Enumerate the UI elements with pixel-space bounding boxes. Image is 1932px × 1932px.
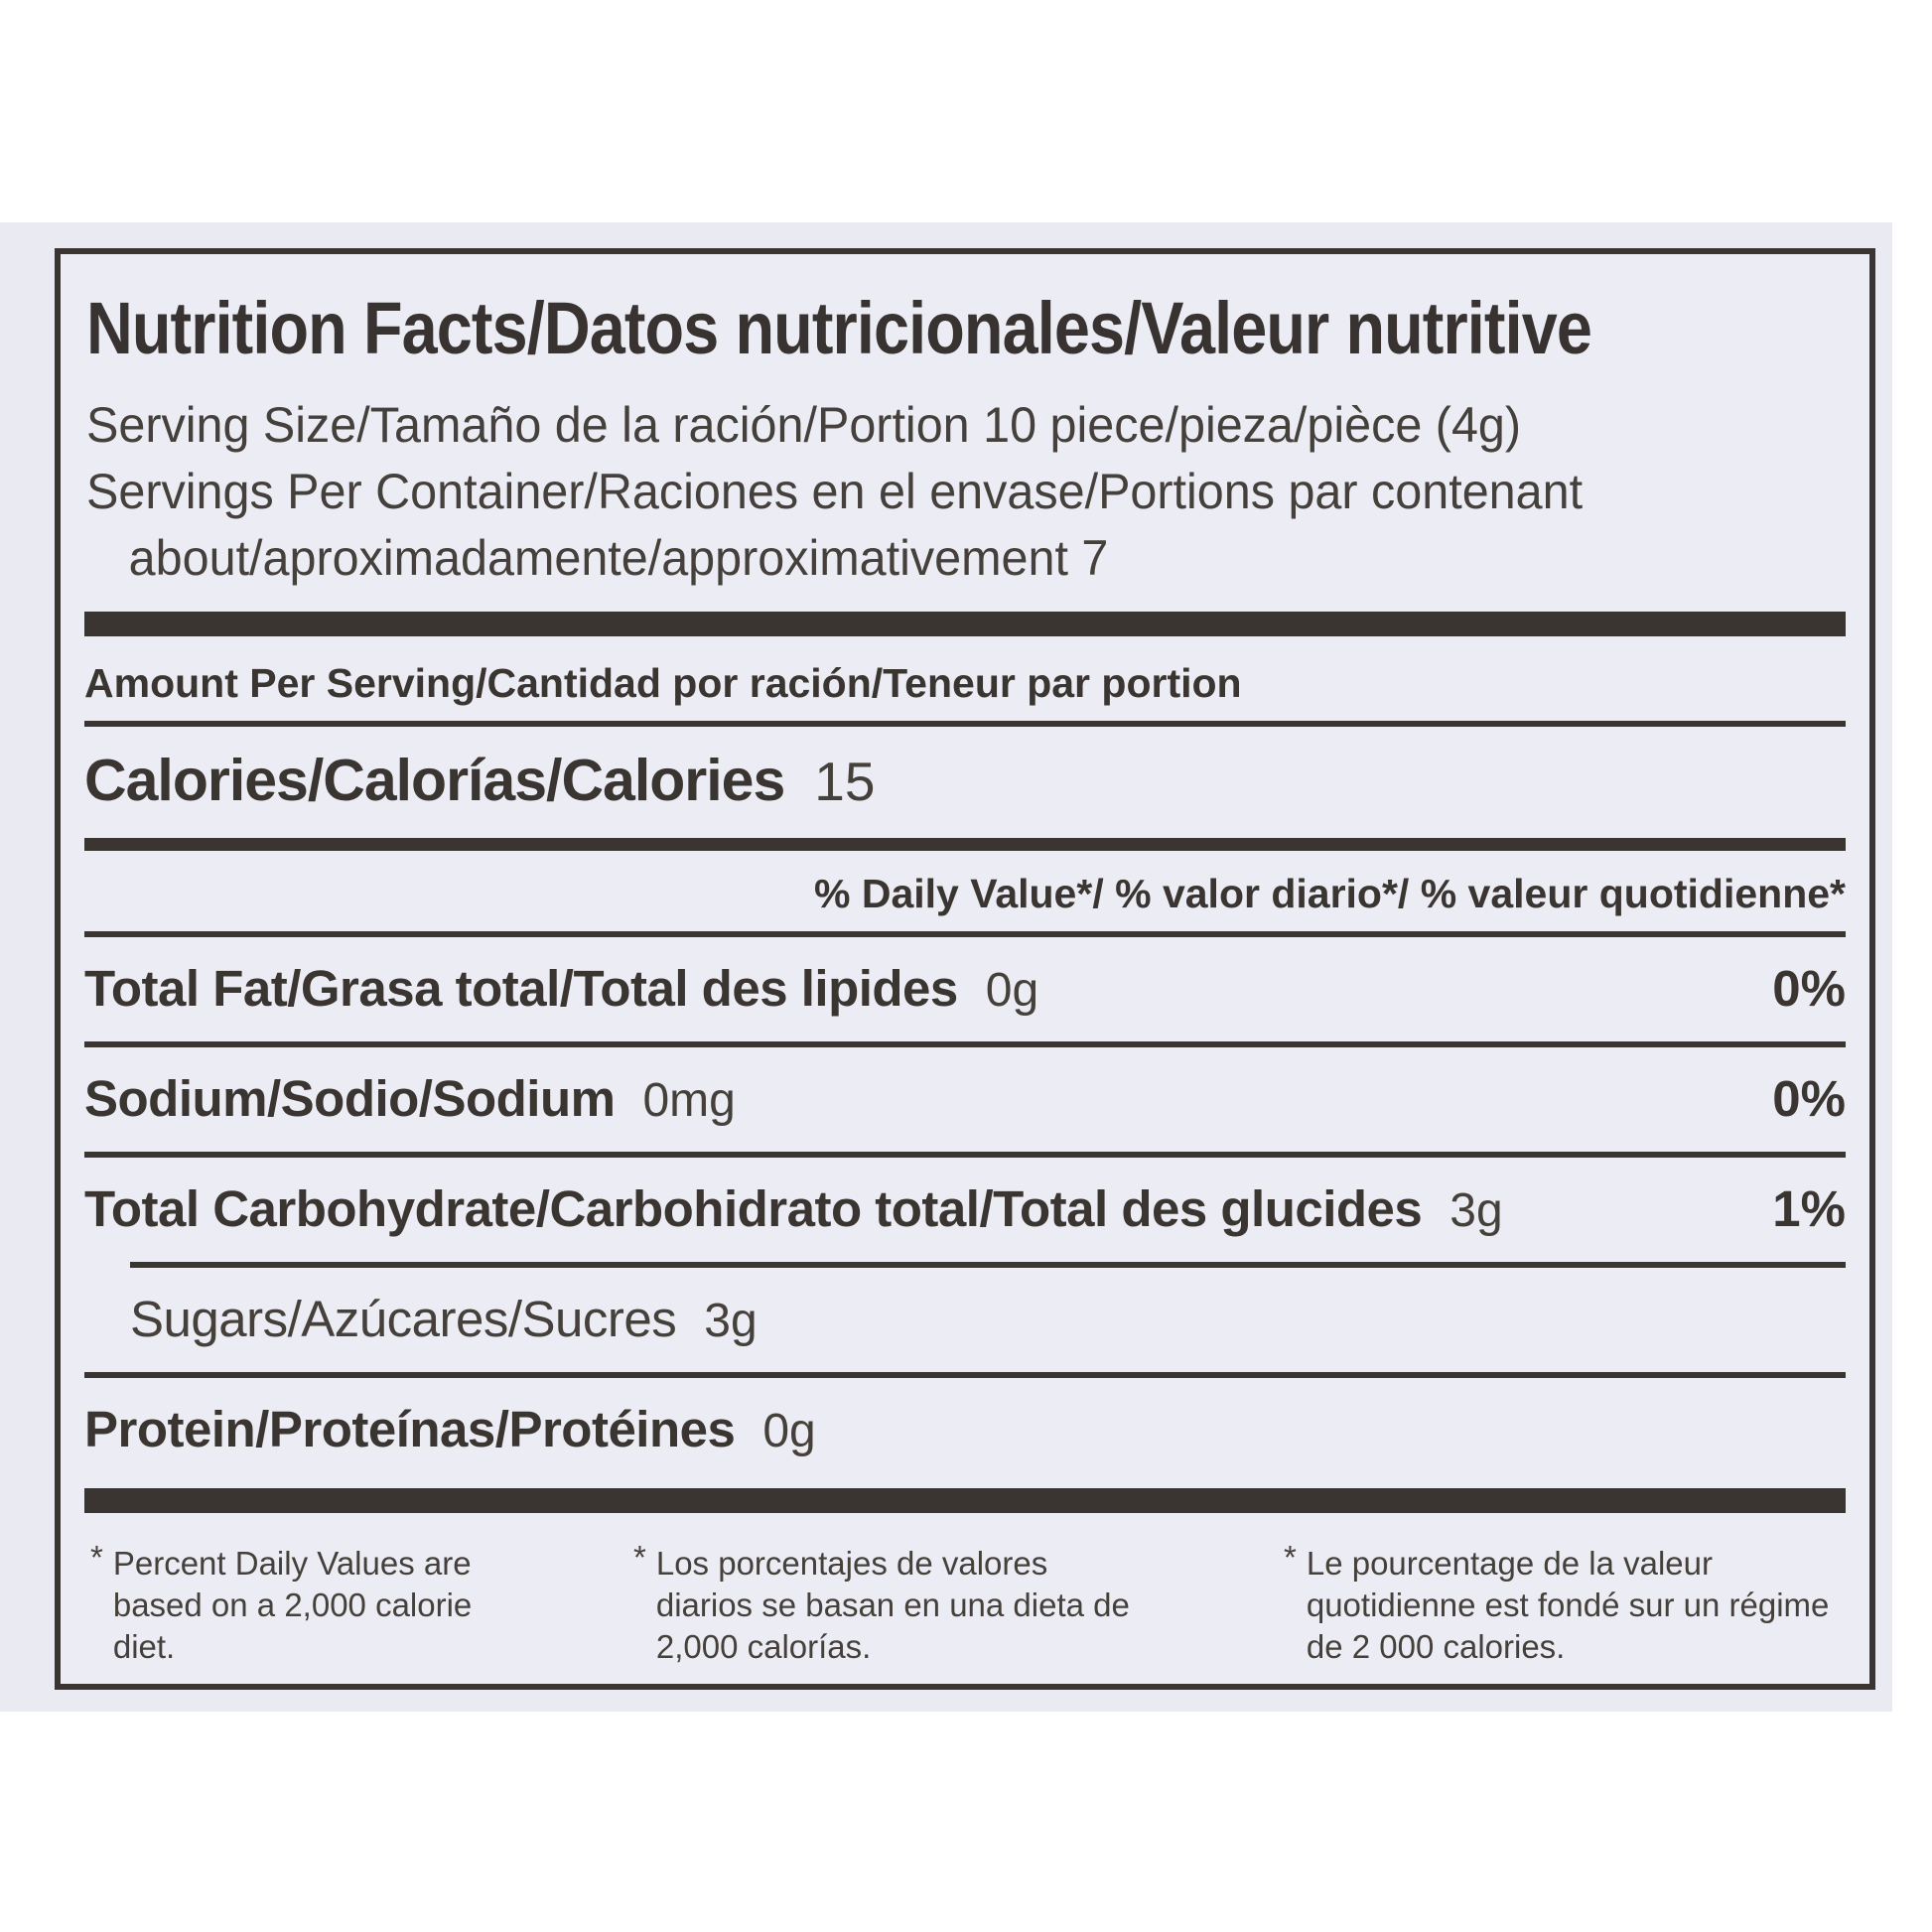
panel-title: Nutrition Facts/Datos nutricionales/Vale… — [86, 287, 1592, 369]
protein-label: Protein/Proteínas/Protéines — [84, 1401, 736, 1457]
footnotes: * Percent Daily Values are based on a 2,… — [84, 1539, 1846, 1668]
serving-size-line: Serving Size/Tamaño de la ración/Portion… — [86, 397, 1522, 453]
footnote-spanish-asterisk: * — [633, 1539, 646, 1576]
nutrient-row-protein: Protein/Proteínas/Protéines 0g — [84, 1400, 1846, 1468]
calories-row: Calories/Calorías/Calories 15 — [84, 747, 1846, 822]
daily-value-header: % Daily Value*/ % valor diario*/ % valeu… — [814, 871, 1846, 916]
footnote-french: * Le pourcentage de la valeur quotidienn… — [1284, 1539, 1840, 1668]
footnote-english-asterisk: * — [90, 1539, 103, 1576]
sodium-value: 0mg — [642, 1074, 736, 1127]
calories-value: 15 — [814, 751, 876, 812]
divider-under-sugars — [84, 1372, 1846, 1378]
total-carbohydrate-label: Total Carbohydrate/Carbohidrato total/To… — [84, 1180, 1423, 1237]
nutrient-row-sugars: Sugars/Azúcares/Sucres 3g — [84, 1290, 1846, 1358]
sugars-label: Sugars/Azúcares/Sucres — [130, 1291, 677, 1347]
divider-under-amount — [84, 721, 1846, 727]
divider-under-sodium — [84, 1152, 1846, 1158]
total-carbohydrate-value: 3g — [1449, 1184, 1503, 1237]
total-fat-label: Total Fat/Grasa total/Total des lipides — [84, 960, 958, 1017]
label-scan-area: Nutrition Facts/Datos nutricionales/Vale… — [0, 222, 1892, 1712]
sugars-value: 3g — [704, 1295, 758, 1347]
sodium-daily-value: 0% — [1772, 1070, 1846, 1127]
divider-under-total-fat — [84, 1041, 1846, 1047]
divider-thick-bottom — [84, 1488, 1846, 1513]
calories-label: Calories/Calorías/Calories — [84, 748, 785, 813]
servings-about-line: about/aproximadamente/approximativement … — [128, 530, 1109, 586]
nutrient-row-total-carbohydrate: Total Carbohydrate/Carbohidrato total/To… — [84, 1179, 1846, 1248]
footnote-spanish: * Los porcentajes de valores diarios se … — [633, 1539, 1130, 1668]
nutrient-row-sodium: Sodium/Sodio/Sodium 0mg 0% — [84, 1069, 1846, 1138]
total-fat-daily-value: 0% — [1772, 960, 1846, 1017]
total-fat-value: 0g — [985, 964, 1039, 1017]
protein-value: 0g — [762, 1405, 816, 1457]
servings-per-container-line: Servings Per Container/Raciones en el en… — [86, 464, 1584, 519]
footnote-french-asterisk: * — [1284, 1539, 1297, 1576]
footnote-english: * Percent Daily Values are based on a 2,… — [90, 1539, 480, 1668]
nutrient-row-total-fat: Total Fat/Grasa total/Total des lipides … — [84, 959, 1846, 1028]
divider-under-calories — [84, 838, 1846, 851]
amount-per-serving-line: Amount Per Serving/Cantidad por ración/T… — [84, 660, 1242, 706]
sodium-label: Sodium/Sodio/Sodium — [84, 1070, 616, 1127]
divider-under-dv-header — [84, 931, 1846, 937]
total-carbohydrate-daily-value: 1% — [1772, 1180, 1846, 1237]
footnote-french-text: Le pourcentage de la valeur quotidienne … — [1306, 1545, 1830, 1665]
divider-under-total-carbohydrate — [130, 1262, 1846, 1268]
nutrition-facts-panel: Nutrition Facts/Datos nutricionales/Vale… — [55, 248, 1875, 1690]
divider-thick-top — [84, 612, 1846, 636]
footnote-spanish-text: Los porcentajes de valores diarios se ba… — [655, 1545, 1130, 1665]
footnote-english-text: Percent Daily Values are based on a 2,00… — [112, 1545, 473, 1665]
